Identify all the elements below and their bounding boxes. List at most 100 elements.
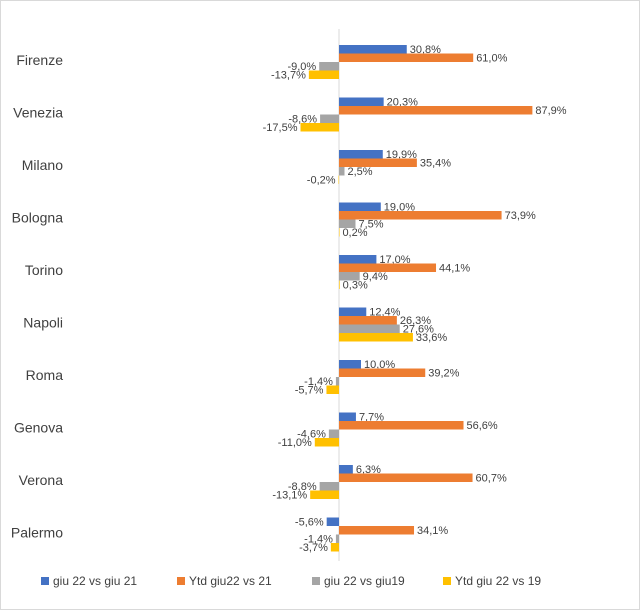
bar-ytd-giu-22-vs-19-milano	[338, 175, 340, 184]
bar-giu-22-vs-giu-21-roma	[339, 360, 361, 369]
bar-giu-22-vs-giu19-roma	[335, 377, 339, 386]
data-label-giu-22-vs-giu-21-verona: 6,3%	[356, 464, 381, 476]
legend-label-ytd-giu22-vs-21: Ytd giu22 vs 21	[189, 574, 272, 588]
data-label-giu-22-vs-giu-21-roma: 10,0%	[364, 359, 395, 371]
bar-ytd-giu-22-vs-19-napoli	[339, 333, 413, 342]
data-label-giu-22-vs-giu-21-bologna: 19,0%	[384, 202, 415, 214]
bar-giu-22-vs-giu19-napoli	[339, 324, 400, 333]
bar-giu-22-vs-giu-21-genova	[339, 412, 356, 421]
bar-ytd-giu22-vs-21-venezia	[339, 106, 533, 115]
data-label-ytd-giu-22-vs-19-genova: -11,0%	[278, 437, 312, 449]
category-label-venezia: Venezia	[13, 105, 63, 121]
bar-ytd-giu-22-vs-19-verona	[310, 490, 339, 499]
data-label-giu-22-vs-giu19-genova: -4,6%	[297, 429, 326, 441]
legend-label-ytd-giu-22-vs-19: Ytd giu 22 vs 19	[455, 574, 541, 588]
bar-giu-22-vs-giu-21-venezia	[339, 97, 384, 106]
bar-giu-22-vs-giu-21-firenze	[339, 45, 407, 54]
category-label-milano: Milano	[22, 157, 63, 173]
category-label-roma: Roma	[26, 367, 64, 383]
data-label-ytd-giu22-vs-21-firenze: 61,0%	[476, 53, 507, 65]
category-label-torino: Torino	[25, 262, 63, 278]
data-label-ytd-giu-22-vs-19-palermo: -3,7%	[299, 542, 328, 554]
bar-giu-22-vs-giu-21-verona	[339, 465, 353, 474]
bar-ytd-giu-22-vs-19-roma	[326, 385, 339, 394]
bar-ytd-giu22-vs-21-firenze	[339, 53, 474, 62]
data-label-giu-22-vs-giu19-napoli: 27,6%	[403, 324, 434, 336]
data-label-ytd-giu22-vs-21-bologna: 73,9%	[505, 210, 536, 222]
bar-giu-22-vs-giu19-palermo	[335, 534, 339, 543]
data-label-ytd-giu22-vs-21-napoli: 26,3%	[400, 315, 431, 327]
category-label-verona: Verona	[19, 472, 64, 488]
bar-giu-22-vs-giu-21-napoli	[339, 307, 367, 316]
data-label-giu-22-vs-giu19-roma: -1,4%	[304, 376, 333, 388]
data-label-giu-22-vs-giu19-firenze: -9,0%	[287, 61, 316, 73]
data-label-giu-22-vs-giu-21-torino: 17,0%	[379, 254, 410, 266]
bar-giu-22-vs-giu-21-palermo	[326, 517, 339, 526]
bar-giu-22-vs-giu19-venezia	[320, 114, 339, 123]
data-label-ytd-giu-22-vs-19-napoli: 33,6%	[416, 332, 447, 344]
data-label-ytd-giu-22-vs-19-bologna: 0,2%	[342, 227, 367, 239]
category-label-napoli: Napoli	[23, 315, 63, 331]
data-label-giu-22-vs-giu19-palermo: -1,4%	[304, 534, 333, 546]
bar-ytd-giu-22-vs-19-palermo	[330, 543, 339, 552]
bar-ytd-giu22-vs-21-napoli	[339, 316, 397, 325]
legend-swatch-ytd-giu22-vs-21	[177, 577, 185, 585]
bar-giu-22-vs-giu19-firenze	[319, 62, 339, 71]
bar-giu-22-vs-giu19-genova	[328, 429, 339, 438]
legend-label-giu-22-vs-giu19: giu 22 vs giu19	[324, 574, 405, 588]
data-label-ytd-giu22-vs-21-torino: 44,1%	[439, 263, 470, 275]
data-label-ytd-giu-22-vs-19-torino: 0,3%	[343, 280, 368, 292]
bar-ytd-giu-22-vs-19-genova	[314, 438, 339, 447]
data-label-giu-22-vs-giu19-torino: 9,4%	[363, 271, 388, 283]
data-label-ytd-giu22-vs-21-verona: 60,7%	[476, 473, 507, 485]
data-label-ytd-giu-22-vs-19-firenze: -13,7%	[271, 70, 306, 82]
bar-ytd-giu-22-vs-19-firenze	[308, 70, 339, 79]
data-label-ytd-giu-22-vs-19-verona: -13,1%	[272, 490, 307, 502]
data-label-giu-22-vs-giu19-venezia: -8,6%	[288, 114, 317, 126]
bar-giu-22-vs-giu-21-milano	[339, 150, 383, 159]
bar-ytd-giu22-vs-21-palermo	[339, 526, 415, 535]
data-label-ytd-giu22-vs-21-palermo: 34,1%	[417, 525, 448, 537]
data-label-giu-22-vs-giu-21-napoli: 12,4%	[369, 307, 400, 319]
bar-ytd-giu22-vs-21-roma	[339, 368, 426, 377]
legend-swatch-ytd-giu-22-vs-19	[443, 577, 451, 585]
data-label-ytd-giu-22-vs-19-venezia: -17,5%	[263, 122, 298, 134]
data-label-giu-22-vs-giu19-milano: 2,5%	[348, 166, 373, 178]
bar-ytd-giu22-vs-21-bologna	[339, 211, 502, 220]
data-label-giu-22-vs-giu-21-genova: 7,7%	[359, 412, 384, 424]
bar-giu-22-vs-giu-21-torino	[339, 255, 377, 264]
bar-giu-22-vs-giu19-verona	[319, 482, 339, 491]
bar-ytd-giu22-vs-21-genova	[339, 421, 464, 430]
data-label-ytd-giu22-vs-21-roma: 39,2%	[428, 368, 459, 380]
bar-ytd-giu-22-vs-19-torino	[339, 280, 340, 289]
category-label-genova: Genova	[14, 420, 63, 436]
category-label-palermo: Palermo	[11, 525, 63, 541]
data-label-giu-22-vs-giu-21-palermo: -5,6%	[295, 517, 324, 529]
data-label-giu-22-vs-giu-21-venezia: 20,3%	[387, 97, 418, 109]
data-label-giu-22-vs-giu-21-milano: 19,9%	[386, 149, 417, 161]
data-label-giu-22-vs-giu-21-firenze: 30,8%	[410, 44, 441, 56]
category-label-firenze: Firenze	[16, 52, 63, 68]
bar-ytd-giu-22-vs-19-bologna	[339, 228, 340, 237]
data-label-ytd-giu22-vs-21-venezia: 87,9%	[535, 105, 566, 117]
data-label-ytd-giu-22-vs-19-milano: -0,2%	[307, 175, 336, 187]
legend-swatch-giu-22-vs-giu19	[312, 577, 320, 585]
data-label-giu-22-vs-giu19-bologna: 7,5%	[359, 219, 384, 231]
data-label-ytd-giu22-vs-21-milano: 35,4%	[420, 158, 451, 170]
data-label-ytd-giu22-vs-21-genova: 56,6%	[467, 420, 498, 432]
bar-ytd-giu22-vs-21-verona	[339, 473, 473, 482]
bar-giu-22-vs-giu19-torino	[339, 272, 360, 281]
bar-ytd-giu22-vs-21-torino	[339, 263, 437, 272]
bar-giu-22-vs-giu-21-bologna	[339, 202, 381, 211]
bar-ytd-giu22-vs-21-milano	[339, 158, 417, 167]
data-label-giu-22-vs-giu19-verona: -8,8%	[288, 481, 317, 493]
bar-giu-22-vs-giu19-milano	[339, 167, 345, 176]
legend-label-giu-22-vs-giu-21: giu 22 vs giu 21	[53, 574, 137, 588]
legend-swatch-giu-22-vs-giu-21	[41, 577, 49, 585]
data-label-ytd-giu-22-vs-19-roma: -5,7%	[295, 385, 324, 397]
bar-ytd-giu-22-vs-19-venezia	[300, 123, 339, 132]
bar-giu-22-vs-giu19-bologna	[339, 219, 356, 228]
category-label-bologna: Bologna	[12, 210, 64, 226]
